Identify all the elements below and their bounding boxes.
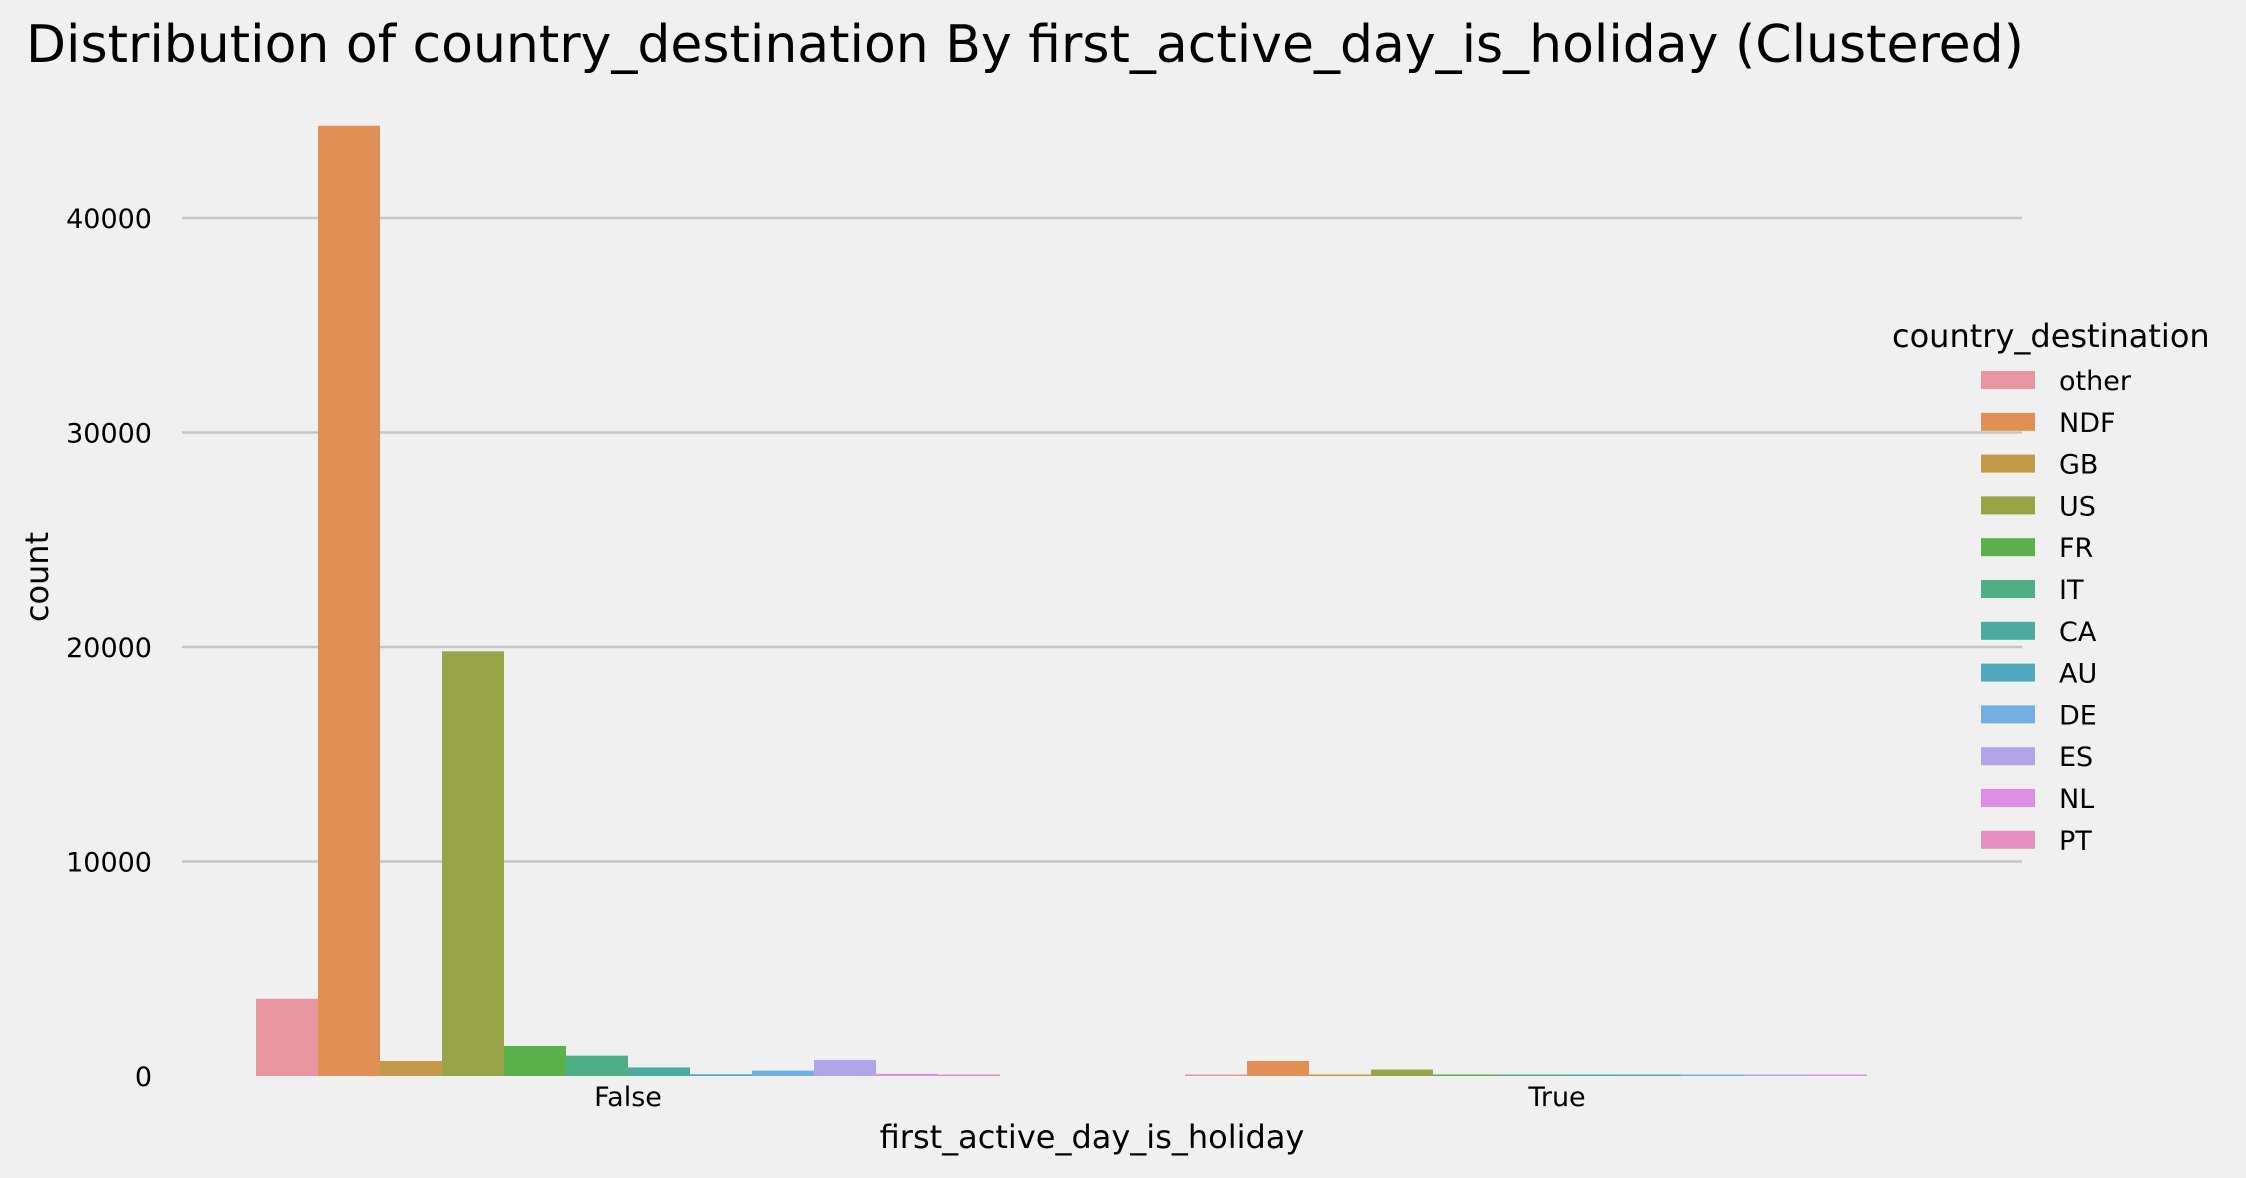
legend-label-other: other bbox=[2059, 366, 2132, 397]
x-axis-label: first_active_day_is_holiday bbox=[880, 1118, 1305, 1156]
legend-swatch-GB bbox=[1981, 454, 2035, 473]
legend: country_destination other NDF GB US FR IT CA AU… bbox=[1892, 317, 2210, 857]
y-tick-label: 30000 bbox=[66, 419, 152, 450]
legend-label-DE: DE bbox=[2059, 700, 2097, 731]
bar-other-False bbox=[256, 998, 318, 1076]
bar-AU-True bbox=[1619, 1074, 1681, 1076]
y-tick-label: 40000 bbox=[66, 204, 152, 235]
legend-label-US: US bbox=[2059, 491, 2096, 522]
bar-AU-False bbox=[690, 1074, 752, 1076]
bar-other-True bbox=[1185, 1074, 1247, 1076]
x-tick-labels: False True bbox=[594, 1082, 1586, 1113]
bar-DE-True bbox=[1681, 1074, 1743, 1076]
bar-FR-False bbox=[504, 1045, 566, 1076]
legend-swatch-ES bbox=[1981, 747, 2035, 766]
bar-PT-False bbox=[938, 1074, 1000, 1076]
y-tick-label: 10000 bbox=[66, 848, 152, 879]
bar-IT-True bbox=[1495, 1074, 1557, 1076]
legend-swatch-AU bbox=[1981, 663, 2035, 682]
bar-CA-True bbox=[1557, 1074, 1619, 1076]
bar-FR-True bbox=[1433, 1074, 1495, 1076]
y-tick-label: 0 bbox=[135, 1062, 152, 1093]
bar-ES-True bbox=[1743, 1074, 1805, 1076]
x-tick-label: False bbox=[594, 1082, 662, 1113]
bars bbox=[256, 125, 1867, 1076]
legend-swatch-DE bbox=[1981, 705, 2035, 724]
legend-title: country_destination bbox=[1892, 317, 2210, 355]
legend-swatch-other bbox=[1981, 371, 2035, 389]
bar-IT-False bbox=[566, 1055, 628, 1076]
legend-swatch-FR bbox=[1981, 538, 2035, 557]
legend-label-NDF: NDF bbox=[2059, 408, 2116, 439]
bar-CA-False bbox=[628, 1067, 690, 1076]
legend-label-NL: NL bbox=[2059, 784, 2094, 815]
bar-GB-False bbox=[380, 1060, 442, 1076]
legend-label-CA: CA bbox=[2059, 617, 2097, 648]
legend-label-GB: GB bbox=[2059, 450, 2098, 481]
gridlines bbox=[182, 216, 2022, 863]
legend-label-IT: IT bbox=[2059, 575, 2084, 606]
legend-swatch-NDF bbox=[1981, 412, 2035, 431]
y-axis-label: count bbox=[18, 532, 56, 622]
bar-US-True bbox=[1371, 1069, 1433, 1076]
legend-label-FR: FR bbox=[2059, 533, 2093, 564]
legend-label-PT: PT bbox=[2059, 826, 2092, 857]
x-tick-label: True bbox=[1527, 1082, 1585, 1113]
bar-NL-True bbox=[1805, 1074, 1867, 1076]
bar-US-False bbox=[442, 651, 504, 1076]
bar-ES-False bbox=[814, 1059, 876, 1076]
legend-swatch-CA bbox=[1981, 621, 2035, 640]
bar-NL-False bbox=[876, 1073, 938, 1076]
legend-swatch-NL bbox=[1981, 789, 2035, 807]
chart-title: Distribution of country_destination By f… bbox=[26, 15, 2024, 75]
legend-swatch-US bbox=[1981, 496, 2035, 515]
y-tick-label: 20000 bbox=[66, 633, 152, 664]
bar-NDF-True bbox=[1247, 1060, 1309, 1076]
legend-swatch-PT bbox=[1981, 830, 2035, 849]
legend-label-ES: ES bbox=[2059, 742, 2093, 773]
bar-DE-False bbox=[752, 1070, 814, 1076]
y-tick-labels: 0 10000 20000 30000 40000 bbox=[66, 204, 152, 1093]
legend-swatch-IT bbox=[1981, 580, 2035, 598]
bar-NDF-False bbox=[318, 125, 380, 1076]
bar-GB-True bbox=[1309, 1074, 1371, 1076]
legend-label-AU: AU bbox=[2059, 659, 2097, 690]
